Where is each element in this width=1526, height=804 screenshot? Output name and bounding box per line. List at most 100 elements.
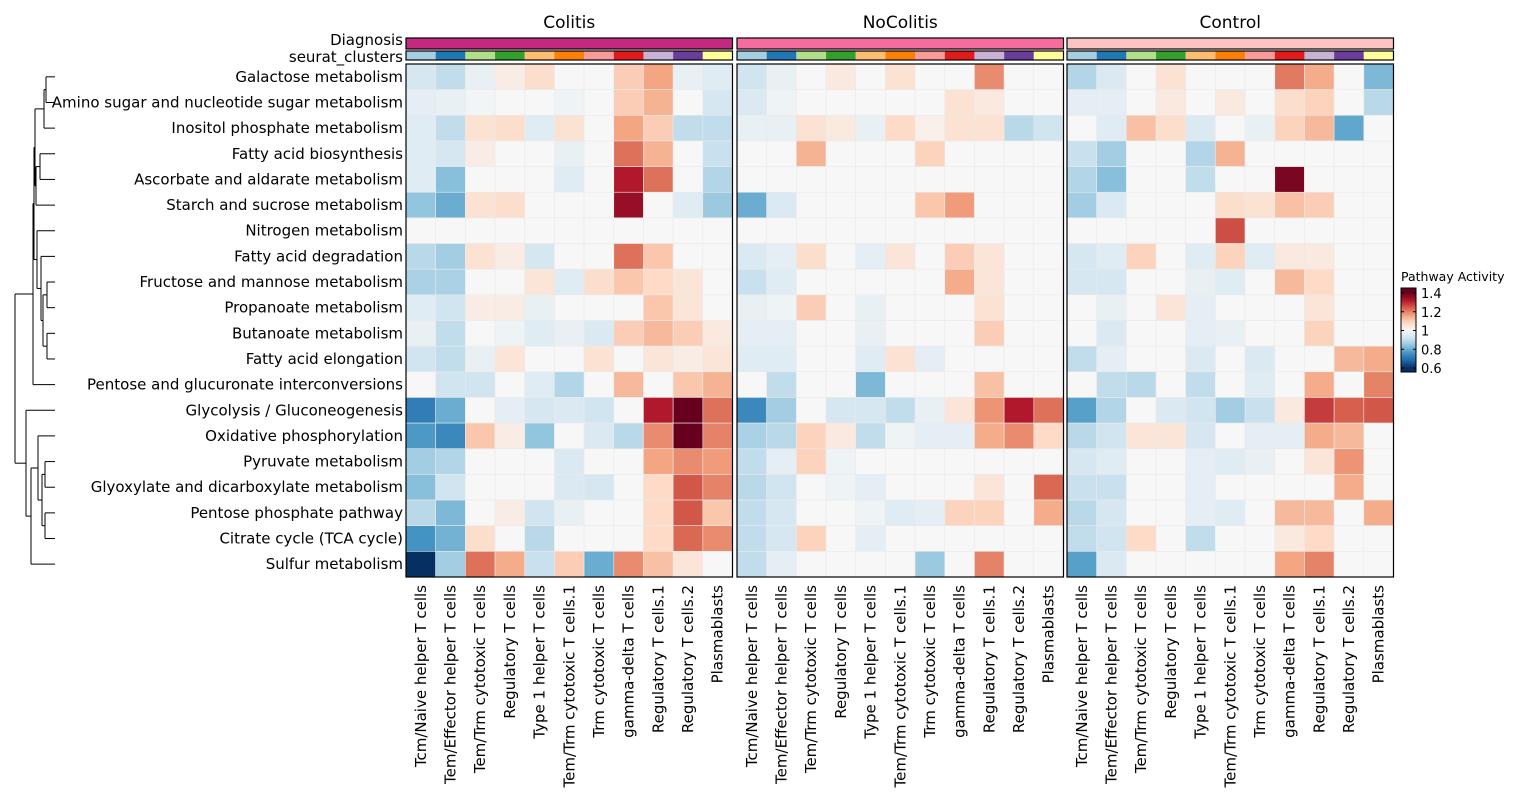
- row-label: Fatty acid elongation: [246, 350, 403, 368]
- heatmap-cell: [524, 294, 555, 321]
- heatmap-cell: [944, 551, 975, 578]
- heatmap-cell: [885, 63, 916, 90]
- heatmap-cell: [825, 474, 857, 501]
- heatmap-cell: [885, 294, 916, 321]
- heatmap-cell: [1304, 448, 1335, 475]
- cluster-annotation-cell: [1334, 51, 1364, 60]
- heatmap-cell: [583, 115, 615, 142]
- heatmap-cell: [1155, 422, 1187, 450]
- heatmap-cell: [524, 525, 555, 552]
- heatmap-cell: [885, 166, 916, 193]
- column-label: Tem/Effector helper T cells: [1103, 585, 1121, 785]
- heatmap-cell: [405, 217, 436, 244]
- heatmap-cell: [1274, 345, 1305, 373]
- heatmap-cell: [1185, 294, 1216, 321]
- heatmap-cell: [736, 371, 767, 398]
- heatmap-cell: [1215, 217, 1246, 244]
- heatmap-cell: [524, 422, 555, 450]
- heatmap-cell: [1033, 191, 1064, 219]
- heatmap-cell: [583, 474, 615, 501]
- heatmap-cell: [885, 474, 916, 501]
- heatmap-cell: [702, 422, 733, 450]
- heatmap-cell: [1003, 294, 1035, 321]
- heatmap-cell: [914, 474, 946, 501]
- heatmap-cell: [613, 166, 644, 193]
- heatmap-cell: [1363, 345, 1394, 373]
- heatmap-cell: [1274, 191, 1305, 219]
- heatmap-cell: [944, 371, 975, 398]
- heatmap-cell: [825, 294, 857, 321]
- column-label: Regulatory T cells: [1162, 585, 1180, 719]
- heatmap-cell: [465, 525, 496, 552]
- heatmap-cell: [465, 191, 496, 219]
- heatmap-cell: [435, 551, 466, 578]
- heatmap-cell: [1215, 140, 1246, 167]
- heatmap-cell: [1033, 217, 1064, 244]
- cluster-annotation-cell: [435, 51, 466, 60]
- heatmap-cell: [1274, 551, 1305, 578]
- heatmap-cell: [1274, 320, 1305, 347]
- cluster-annotation-cell: [1185, 51, 1216, 60]
- heatmap-cell: [554, 525, 585, 552]
- cluster-annotation-cell: [406, 51, 436, 60]
- heatmap-cell: [405, 191, 436, 219]
- heatmap-cell: [944, 499, 975, 526]
- heatmap-cell: [435, 115, 466, 142]
- heatmap-cell: [855, 499, 886, 526]
- heatmap-cell: [914, 499, 946, 526]
- heatmap-cell: [766, 140, 797, 167]
- heatmap-cell: [405, 499, 436, 526]
- heatmap-cell: [465, 63, 496, 90]
- cluster-annotation-cell: [1067, 51, 1097, 60]
- heatmap-cell: [1333, 115, 1365, 142]
- heatmap-cell: [524, 140, 555, 167]
- cluster-annotation-border: [1066, 50, 1395, 61]
- heatmap-cell: [1033, 397, 1064, 424]
- heatmap-cell: [613, 63, 644, 90]
- heatmap-cell: [914, 448, 946, 475]
- heatmap-cell: [825, 191, 857, 219]
- heatmap-cell: [435, 63, 466, 90]
- column-label: Tem/Trm cytotoxic T cells: [471, 585, 489, 774]
- heatmap-cell: [796, 397, 827, 424]
- heatmap-cell: [643, 191, 674, 219]
- heatmap-cell: [736, 499, 767, 526]
- heatmap-cell: [494, 294, 526, 321]
- cluster-annotation-cell: [465, 51, 496, 60]
- heatmap-cell: [1066, 89, 1097, 116]
- heatmap-cell: [1304, 551, 1335, 578]
- heatmap-cell: [855, 474, 886, 501]
- heatmap-cell: [1126, 551, 1157, 578]
- heatmap-cell: [766, 115, 797, 142]
- heatmap-cell: [672, 320, 704, 347]
- heatmap-cell: [1155, 243, 1187, 270]
- heatmap-cell: [643, 294, 674, 321]
- heatmap-cell: [855, 243, 886, 270]
- heatmap-cell: [1003, 166, 1035, 193]
- heatmap-cell: [1066, 499, 1097, 526]
- heatmap-cell: [1363, 551, 1394, 578]
- heatmap-cell: [613, 268, 644, 296]
- heatmap-cell: [1003, 63, 1035, 90]
- heatmap-cell: [1274, 217, 1305, 244]
- heatmap-cell: [1363, 422, 1394, 450]
- heatmap-cell: [796, 294, 827, 321]
- cluster-annotation-cell: [1245, 51, 1275, 60]
- heatmap-cell: [554, 166, 585, 193]
- heatmap-cell: [702, 448, 733, 475]
- heatmap-cell: [405, 525, 436, 552]
- heatmap-cell: [1003, 422, 1035, 450]
- heatmap-cell: [583, 166, 615, 193]
- heatmap-cell: [1215, 294, 1246, 321]
- heatmap-cell: [435, 140, 466, 167]
- heatmap-cell: [1363, 499, 1394, 526]
- heatmap-cell: [672, 551, 704, 578]
- heatmap-cell: [613, 140, 644, 167]
- heatmap-cell: [494, 191, 526, 219]
- heatmap-cell: [702, 217, 733, 244]
- heatmap-cell: [796, 140, 827, 167]
- heatmap-cell: [554, 191, 585, 219]
- heatmap-cell: [465, 217, 496, 244]
- heatmap-cell: [736, 448, 767, 475]
- heatmap-cell: [1304, 397, 1335, 424]
